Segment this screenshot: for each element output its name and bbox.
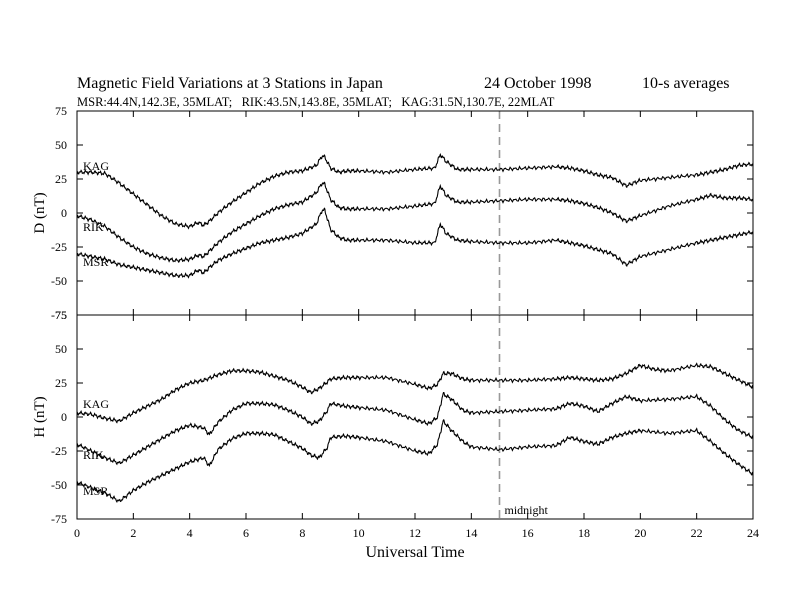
series-line-msr bbox=[76, 419, 754, 503]
x-tick-label: 0 bbox=[74, 526, 80, 540]
y-tick-label: -75 bbox=[51, 512, 67, 526]
y-tick-label: -50 bbox=[51, 478, 67, 492]
x-tick-label: 8 bbox=[299, 526, 305, 540]
x-tick-label: 12 bbox=[409, 526, 421, 540]
x-tick-label: 6 bbox=[243, 526, 249, 540]
chart-subtitle: MSR:44.4N,142.3E, 35MLAT; RIK:43.5N,143.… bbox=[77, 95, 555, 109]
y-tick-label: 75 bbox=[55, 308, 67, 322]
y-tick-label: 0 bbox=[61, 410, 67, 424]
plot-area: -75 -50 -25 0 25 50 75 D (nT) KAG RIK MSR -75 -50 -25… bbox=[32, 104, 759, 561]
series-line-rik bbox=[76, 181, 753, 263]
y-tick-label: 0 bbox=[61, 206, 67, 220]
x-tick-label: 2 bbox=[130, 526, 136, 540]
y-axis-label: D (nT) bbox=[32, 192, 48, 233]
series-line-kag bbox=[76, 362, 754, 424]
x-tick-label: 22 bbox=[691, 526, 703, 540]
series-label-kag: KAG bbox=[83, 397, 109, 411]
series-line-msr bbox=[76, 207, 754, 279]
series-label-msr: MSR bbox=[83, 484, 108, 498]
series-line-kag bbox=[76, 152, 754, 230]
x-axis-label: Universal Time bbox=[365, 544, 464, 561]
x-tick-label: 16 bbox=[522, 526, 534, 540]
series-line-rik bbox=[76, 391, 754, 466]
y-tick-label: 25 bbox=[55, 172, 67, 186]
chart-averaging: 10-s averages bbox=[642, 75, 730, 92]
y-tick-label: -50 bbox=[51, 274, 67, 288]
y-tick-label: 50 bbox=[55, 342, 67, 356]
x-tick-label: 14 bbox=[465, 526, 477, 540]
panel-frame bbox=[76, 314, 754, 520]
x-tick-label: 4 bbox=[187, 526, 193, 540]
x-tick-label: 18 bbox=[578, 526, 590, 540]
x-tick-label: 24 bbox=[747, 526, 759, 540]
y-axis-label: H (nT) bbox=[32, 396, 48, 437]
y-tick-label: 50 bbox=[55, 138, 67, 152]
series-label-kag: KAG bbox=[83, 159, 109, 173]
midnight-label: midnight bbox=[505, 503, 549, 517]
panel-frame bbox=[76, 110, 754, 316]
y-tick-label: -25 bbox=[51, 240, 67, 254]
x-tick-label: 10 bbox=[353, 526, 365, 540]
y-tick-label: 25 bbox=[55, 376, 67, 390]
chart-date: 24 October 1998 bbox=[484, 75, 592, 92]
y-tick-label: -25 bbox=[51, 444, 67, 458]
y-tick-label: -75 bbox=[51, 308, 67, 322]
series-label-msr: MSR bbox=[83, 255, 108, 269]
series-label-rik: RIK bbox=[83, 220, 104, 234]
series-label-rik: RIK bbox=[83, 448, 104, 462]
panel-d: -75 -50 -25 0 25 50 75 D (nT) KAG RIK MSR bbox=[32, 104, 754, 322]
y-tick-label: 75 bbox=[55, 104, 67, 118]
chart-title: Magnetic Field Variations at 3 Stations … bbox=[77, 75, 383, 92]
x-tick-label: 20 bbox=[634, 526, 646, 540]
